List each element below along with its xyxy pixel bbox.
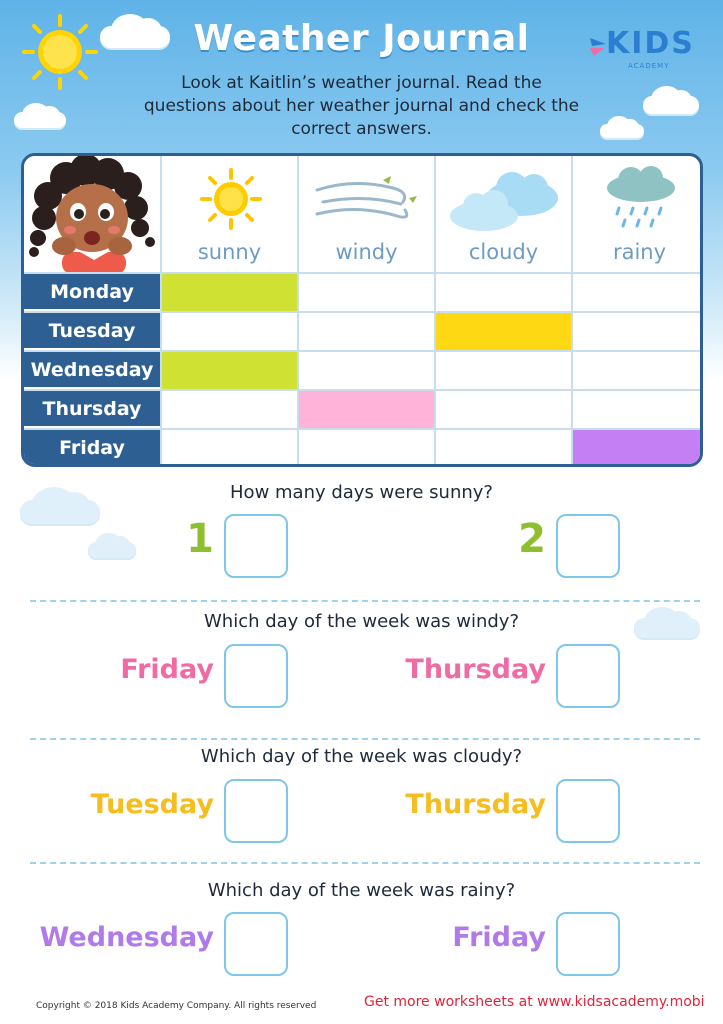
journal-cell-cloudy (434, 313, 571, 350)
answer-option-label: Friday (120, 654, 214, 685)
journal-cell-rainy (571, 352, 700, 389)
divider (30, 600, 700, 602)
sunny-icon (200, 168, 262, 230)
journal-cell-windy (297, 313, 434, 350)
journal-cell-windy (297, 352, 434, 389)
table-header: sunny windy cloudy (24, 156, 700, 274)
kids-academy-logo: KIDS ACADEMY (588, 26, 698, 76)
journal-cell-sunny (160, 274, 297, 311)
header-rainy: rainy (571, 156, 700, 272)
journal-cell-sunny (160, 313, 297, 350)
table-row: Wednesday (24, 350, 700, 389)
cloud-decoration (88, 533, 136, 558)
day-label: Wednesday (24, 352, 160, 389)
table-row: Friday (24, 428, 700, 464)
day-label: Monday (24, 274, 160, 311)
answer-checkbox[interactable] (224, 514, 288, 578)
table-row: Tuesday (24, 311, 700, 350)
header-sunny: sunny (160, 156, 297, 272)
journal-cell-sunny (160, 391, 297, 428)
weather-label: rainy (612, 240, 667, 264)
answer-checkbox[interactable] (556, 779, 620, 843)
header-cloudy: cloudy (434, 156, 571, 272)
answer-option-label: Thursday (405, 654, 546, 685)
answer-checkbox[interactable] (556, 644, 620, 708)
journal-cell-rainy (571, 430, 700, 464)
intro-text: Look at Kaitlin’s weather journal. Read … (143, 73, 580, 139)
weather-label: sunny (197, 240, 262, 264)
day-label: Thursday (24, 391, 160, 428)
cloudy-icon (450, 172, 558, 231)
table-row: Thursday (24, 389, 700, 428)
question-text: Which day of the week was windy? (203, 611, 520, 632)
page-title: Weather Journal (193, 18, 530, 59)
answer-checkbox[interactable] (556, 514, 620, 578)
logo-subtext: ACADEMY (628, 62, 670, 70)
weather-label: windy (335, 240, 398, 264)
day-label: Tuesday (24, 313, 160, 350)
journal-cell-windy (297, 430, 434, 464)
journal-cell-rainy (571, 313, 700, 350)
answer-checkbox[interactable] (224, 779, 288, 843)
rainy-icon (607, 166, 675, 228)
table-row: Monday (24, 272, 700, 311)
cloud-decoration (643, 86, 699, 114)
answer-option-label: Thursday (405, 789, 546, 820)
answer-checkbox[interactable] (224, 912, 288, 976)
answer-option-label: Friday (452, 922, 546, 953)
question-text: Which day of the week was cloudy? (200, 746, 523, 767)
answer-option-label: 1 (186, 516, 214, 562)
answer-option-label: Tuesday (90, 789, 214, 820)
answer-checkbox[interactable] (556, 912, 620, 976)
logo-swoosh-icon (590, 38, 606, 56)
day-label: Friday (24, 430, 160, 464)
question-text: How many days were sunny? (230, 482, 493, 503)
answer-option-label: 2 (518, 516, 546, 562)
copyright-text: Copyright © 2018 Kids Academy Company. A… (36, 1001, 317, 1011)
logo-text: KIDS (606, 26, 695, 61)
divider (30, 738, 700, 740)
journal-cell-cloudy (434, 430, 571, 464)
question-text: Which day of the week was rainy? (207, 880, 516, 901)
journal-cell-windy (297, 391, 434, 428)
journal-cell-windy (297, 274, 434, 311)
journal-cell-rainy (571, 274, 700, 311)
journal-cell-cloudy (434, 274, 571, 311)
journal-cell-rainy (571, 391, 700, 428)
divider (30, 862, 700, 864)
cloud-decoration (600, 116, 644, 138)
journal-cell-cloudy (434, 391, 571, 428)
cloud-decoration (20, 486, 100, 524)
answer-option-label: Wednesday (39, 922, 214, 953)
header-windy: windy (297, 156, 434, 272)
journal-cell-sunny (160, 430, 297, 464)
website-link[interactable]: Get more worksheets at www.kidsacademy.m… (364, 994, 705, 1010)
cloud-decoration (14, 103, 66, 128)
journal-cell-sunny (160, 352, 297, 389)
cloud-decoration (634, 607, 700, 638)
girl-illustration (24, 156, 160, 274)
answer-checkbox[interactable] (224, 644, 288, 708)
weather-journal-table: sunny windy cloudy (21, 153, 703, 467)
journal-cell-cloudy (434, 352, 571, 389)
weather-label: cloudy (468, 240, 539, 264)
cloud-decoration (100, 13, 170, 48)
sun-icon (22, 14, 98, 90)
windy-icon (315, 176, 417, 219)
